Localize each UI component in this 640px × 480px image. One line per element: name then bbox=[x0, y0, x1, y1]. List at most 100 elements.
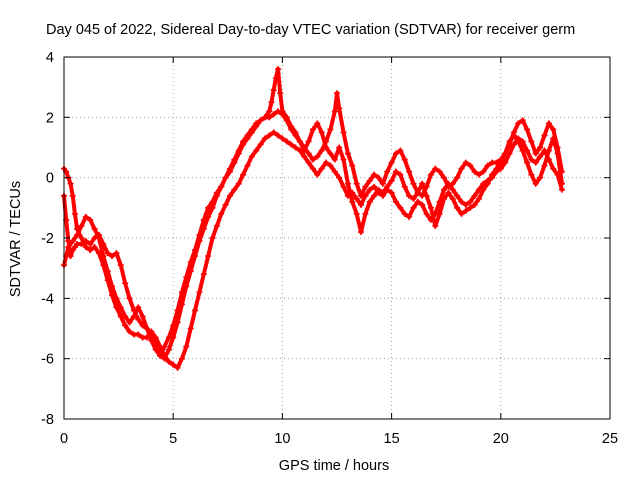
data-trace-segment bbox=[335, 91, 342, 111]
data-trace-segment bbox=[171, 320, 180, 340]
data-trace-segment bbox=[188, 254, 198, 274]
x-axis-label: GPS time / hours bbox=[279, 458, 389, 474]
data-trace-segment bbox=[179, 284, 189, 307]
data-trace-segment bbox=[166, 335, 176, 352]
data-trace-segment bbox=[214, 211, 224, 228]
data-trace-segment bbox=[551, 136, 560, 156]
data-trace-segment bbox=[380, 169, 390, 186]
data-trace-segment bbox=[184, 326, 193, 349]
data-trace-segment bbox=[96, 236, 106, 259]
data-trace-segment bbox=[424, 172, 433, 189]
data-trace-segment bbox=[201, 205, 211, 222]
y-tick-label: 4 bbox=[46, 50, 54, 66]
data-trace-segment bbox=[337, 145, 346, 162]
data-trace-segment bbox=[345, 181, 355, 204]
data-trace-segment bbox=[171, 308, 180, 328]
data-trace-segment bbox=[114, 251, 123, 268]
x-tick-label: 0 bbox=[60, 431, 68, 447]
data-trace-segment bbox=[345, 151, 355, 168]
data-trace-segment bbox=[105, 269, 115, 289]
data-trace-segment bbox=[175, 302, 184, 325]
data-trace-segment bbox=[72, 211, 80, 231]
data-trace-segment bbox=[197, 217, 206, 237]
data-trace-segment bbox=[193, 290, 202, 313]
data-trace-segment bbox=[437, 187, 447, 204]
data-trace-segment bbox=[68, 181, 75, 198]
data-trace-segment bbox=[175, 290, 184, 313]
x-tick-label: 20 bbox=[493, 431, 509, 447]
data-trace-segment bbox=[437, 196, 447, 216]
data-trace-segment bbox=[319, 130, 329, 150]
data-trace-segment bbox=[433, 199, 442, 216]
data-trace-segment bbox=[433, 211, 442, 228]
data-trace-segment bbox=[166, 323, 176, 340]
data-trace-segment bbox=[184, 269, 193, 289]
x-tick-label: 5 bbox=[169, 431, 177, 447]
y-axis: -8 -6 -4 -2 0 2 4 bbox=[41, 50, 610, 428]
data-trace-segment bbox=[420, 181, 429, 198]
data-trace-segment bbox=[197, 272, 206, 295]
data-trace-segment bbox=[328, 109, 337, 132]
x-tick-label: 10 bbox=[274, 431, 290, 447]
data-trace-segment bbox=[525, 127, 534, 144]
data-trace-segment bbox=[144, 326, 154, 343]
data-trace-segment bbox=[363, 199, 372, 216]
chart-title: Day 045 of 2022, Sidereal Day-to-day VTE… bbox=[46, 22, 575, 38]
data-trace-segment bbox=[96, 251, 106, 268]
data-trace-segment bbox=[402, 157, 412, 174]
data-trace-segment bbox=[520, 148, 530, 165]
data-trace-segment bbox=[193, 232, 202, 253]
data-trace-segment bbox=[538, 163, 547, 180]
data-trace-segment bbox=[350, 199, 359, 216]
y-tick-label: -6 bbox=[41, 352, 54, 368]
data-trace-segment bbox=[525, 160, 534, 177]
data-trace-segment bbox=[101, 263, 110, 283]
data-trace-segment bbox=[184, 260, 193, 280]
y-axis-label: SDTVAR / TECUs bbox=[8, 181, 24, 297]
data-trace-segment bbox=[538, 133, 547, 150]
data-points bbox=[61, 66, 565, 371]
data-trace-segment bbox=[127, 296, 136, 313]
data-trace-segment bbox=[101, 254, 110, 274]
data-trace-segment bbox=[210, 223, 219, 240]
data-trace-segment bbox=[110, 284, 119, 301]
data-trace-segment bbox=[276, 67, 283, 96]
y-tick-label: -2 bbox=[41, 231, 54, 247]
data-trace-segment bbox=[188, 248, 198, 265]
y-tick-label: 0 bbox=[46, 171, 54, 187]
y-tick-label: -8 bbox=[41, 412, 54, 428]
data-trace-segment bbox=[64, 217, 71, 244]
data-trace-segment bbox=[70, 193, 77, 216]
x-axis: 0 5 10 15 20 25 bbox=[60, 57, 618, 447]
data-trace-segment bbox=[359, 211, 368, 234]
data-trace-segment bbox=[105, 278, 115, 298]
data-trace-segment bbox=[271, 76, 278, 93]
data-trace-segment bbox=[341, 130, 350, 156]
data-trace-segment bbox=[140, 314, 149, 331]
data-trace-segment bbox=[341, 157, 350, 186]
x-tick-label: 15 bbox=[384, 431, 400, 447]
data-trace-segment bbox=[179, 344, 189, 361]
data-trace-segment bbox=[110, 293, 119, 310]
data-trace-segment bbox=[306, 127, 315, 144]
data-trace-segment bbox=[337, 106, 346, 135]
data-trace-segment bbox=[269, 88, 276, 105]
data-trace-segment bbox=[118, 263, 128, 286]
y-tick-label: 2 bbox=[46, 110, 54, 126]
data-trace-segment bbox=[201, 254, 211, 277]
data-trace-segment bbox=[542, 148, 551, 168]
data-trace-segment bbox=[206, 236, 215, 259]
y-tick-label: -4 bbox=[41, 291, 54, 307]
data-trace-segment bbox=[398, 172, 407, 189]
data-trace-segment bbox=[123, 281, 132, 301]
data-trace-segment bbox=[424, 193, 433, 210]
data-trace-segment bbox=[201, 214, 211, 231]
data-trace-segment bbox=[407, 169, 416, 186]
data-trace-segment bbox=[324, 127, 333, 144]
data-trace-segment bbox=[278, 91, 285, 114]
data-trace-segment bbox=[188, 308, 198, 331]
data-trace-segment bbox=[555, 151, 564, 186]
data-trace-segment bbox=[350, 163, 359, 186]
data-trace-segment bbox=[179, 275, 189, 295]
